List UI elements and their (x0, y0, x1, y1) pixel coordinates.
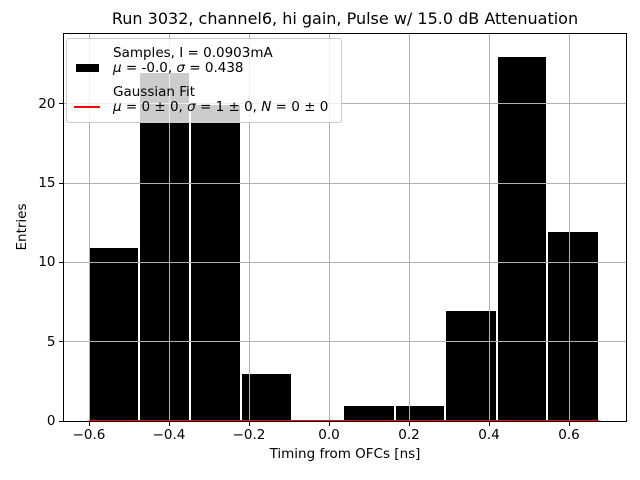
y-tick-mark (58, 341, 63, 343)
histogram-bar (445, 309, 497, 421)
legend-text-segment: σ (187, 99, 196, 115)
x-tick-label: 0.0 (318, 427, 340, 443)
legend-entry-line: μ = -0.0, σ = 0.438 (113, 59, 244, 76)
legend-text-segment: μ (113, 99, 122, 115)
histogram-bar (88, 246, 140, 421)
legend-text-segment: Gaussian Fit (113, 83, 196, 100)
x-tick-mark (488, 422, 490, 426)
legend-text-segment: = 0.438 (184, 59, 244, 76)
histogram-bar (394, 405, 446, 421)
histogram-bar (343, 405, 395, 421)
x-gridline (488, 34, 490, 420)
y-tick-mark (58, 261, 63, 263)
x-tick-label: 0.6 (558, 427, 580, 443)
legend-entry-line: Samples, I = 0.0903mA (113, 46, 273, 61)
x-gridline (568, 34, 570, 420)
legend: Samples, I = 0.0903mA μ = -0.0, σ = 0.438… (66, 38, 342, 123)
y-gridline (64, 261, 626, 263)
y-tick-label: 15 (38, 175, 56, 192)
y-tick-mark (58, 420, 63, 422)
x-tick-label: −0.6 (72, 427, 106, 443)
x-gridline (168, 34, 170, 420)
x-gridline (328, 34, 330, 420)
y-gridline (64, 103, 626, 105)
x-tick-mark (248, 422, 250, 426)
x-gridline (248, 34, 250, 420)
chart-title: Run 3032, channel6, hi gain, Pulse w/ 15… (111, 9, 579, 28)
y-tick-label: 5 (46, 333, 56, 350)
x-gridline (88, 34, 90, 420)
legend-entry-line: μ = 0 ± 0, σ = 1 ± 0, N = 0 ± 0 (113, 100, 328, 115)
x-tick-mark (88, 422, 90, 426)
legend-text-segment: σ (176, 59, 185, 76)
legend-text-segment: N (261, 99, 272, 115)
x-tick-label: 0.2 (398, 427, 420, 443)
x-gridline (408, 34, 410, 420)
legend-samples-swatch (76, 64, 99, 72)
x-tick-label: −0.2 (232, 427, 266, 443)
legend-text-segment: Samples, I = 0.0903mA (113, 45, 273, 61)
y-tick-label: 10 (38, 254, 56, 271)
histogram-bar (547, 230, 599, 421)
x-axis-label: Timing from OFCs [ns] (269, 446, 421, 462)
y-tick-mark (58, 103, 63, 105)
y-tick-mark (58, 182, 63, 184)
legend-text-segment: = -0.0, (121, 59, 177, 76)
y-gridline (64, 341, 626, 343)
histogram-bar (241, 373, 293, 421)
x-tick-mark (408, 422, 410, 426)
x-tick-label: −0.4 (152, 427, 186, 443)
legend-text-segment: = 0 ± 0 (271, 99, 329, 115)
legend-text-segment: = 0 ± 0, (121, 99, 188, 115)
legend-entry-line: Gaussian Fit (113, 83, 196, 100)
histogram-bar (496, 56, 548, 421)
legend-text-segment: μ (113, 59, 122, 76)
legend-text-segment: = 1 ± 0, (195, 99, 262, 115)
x-tick-mark (568, 422, 570, 426)
y-tick-label: 0 (46, 413, 56, 429)
x-tick-label: 0.4 (478, 427, 500, 443)
y-axis-label: Entries (14, 203, 30, 251)
y-tick-label: 20 (38, 95, 56, 112)
y-gridline (64, 182, 626, 184)
histogram-bar (139, 72, 191, 421)
x-tick-mark (328, 422, 330, 426)
legend-fit-line-swatch (74, 105, 100, 108)
x-tick-mark (168, 422, 170, 426)
gaussian-fit-line (88, 419, 599, 422)
